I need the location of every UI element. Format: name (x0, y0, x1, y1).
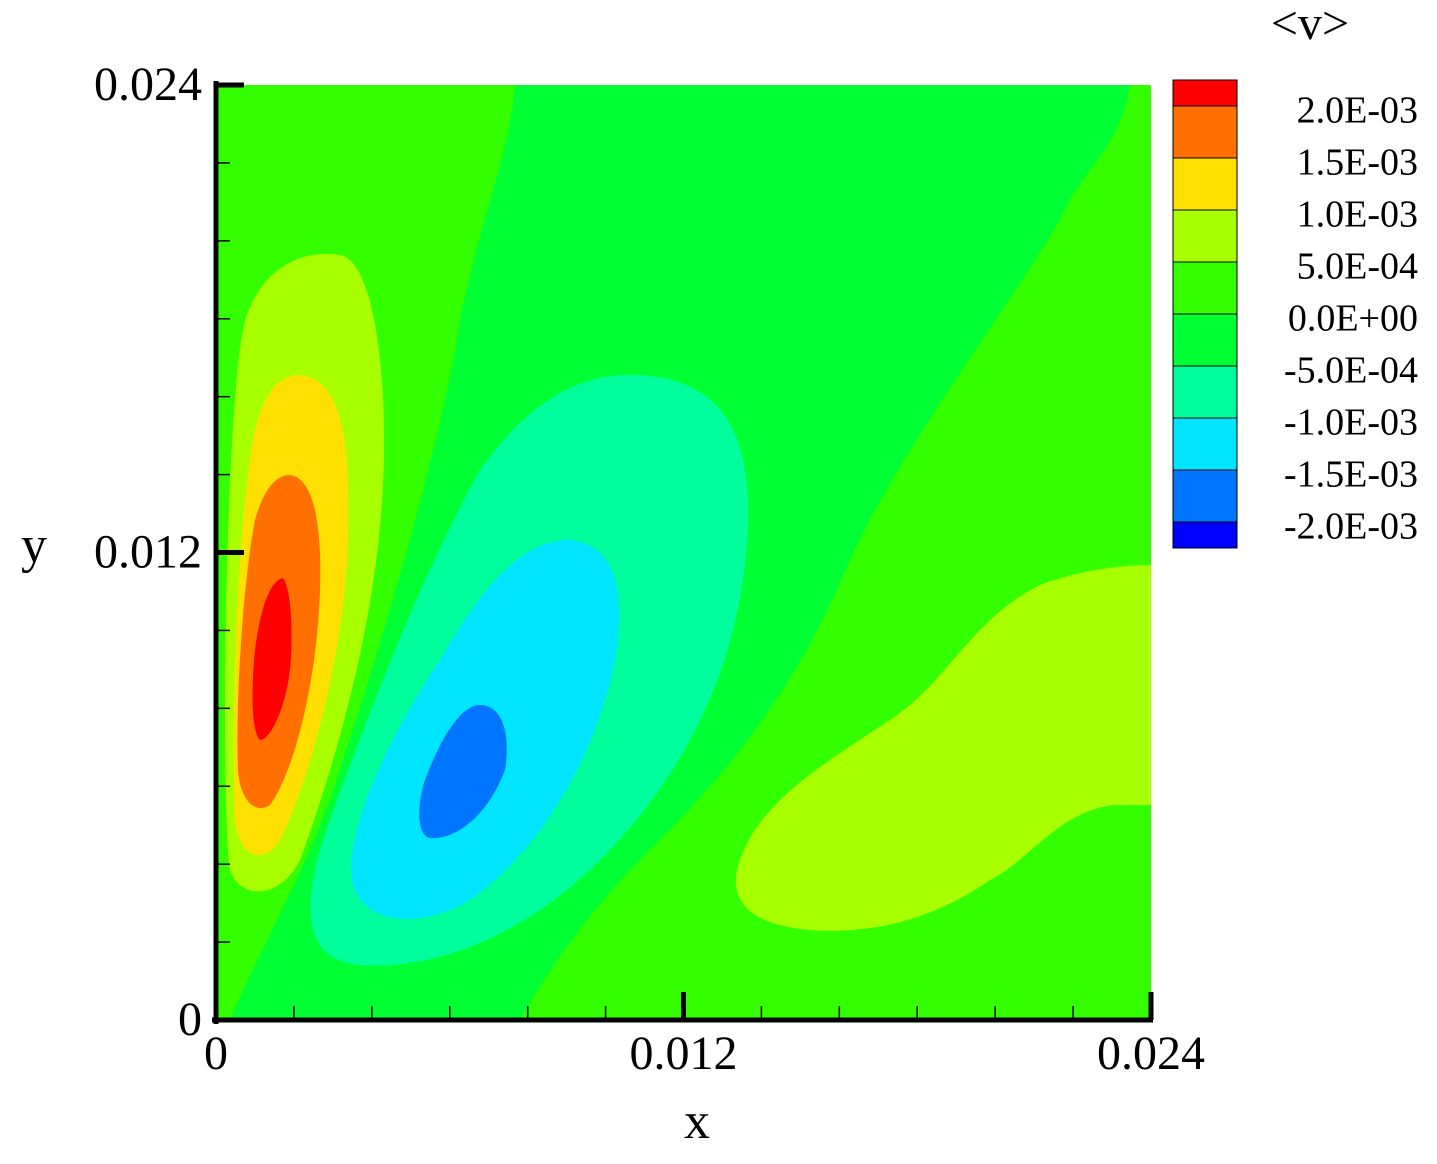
legend-label: 0.0E+00 (1288, 298, 1418, 340)
x-axis-label: x (684, 1093, 710, 1150)
x-tick-label: 0.024 (1097, 1027, 1205, 1080)
legend-swatch (1173, 262, 1237, 314)
contour-region (419, 705, 507, 839)
legend-title: <v> (1271, 0, 1349, 50)
legend-swatch (1173, 106, 1237, 158)
legend-swatch (1173, 80, 1237, 106)
x-tick-label: 0.012 (630, 1027, 738, 1080)
legend-swatch (1173, 418, 1237, 470)
legend-label: 5.0E-04 (1297, 246, 1418, 288)
contour-region (735, 565, 1151, 931)
contour-region (252, 578, 292, 740)
legend-swatch (1173, 366, 1237, 418)
x-tick-label: 0 (204, 1027, 228, 1080)
legend-swatch (1173, 522, 1237, 548)
legend-swatch (1173, 314, 1237, 366)
legend-swatch (1173, 158, 1237, 210)
legend-label: 2.0E-03 (1297, 90, 1418, 132)
legend-frame (1172, 79, 1238, 549)
y-tick-label: 0.012 (94, 526, 202, 579)
y-axis-label: y (21, 517, 47, 574)
y-tick-label: 0.024 (94, 58, 202, 111)
legend-label: -1.5E-03 (1284, 454, 1418, 496)
legend-label: 1.5E-03 (1297, 142, 1418, 184)
legend-label: -5.0E-04 (1284, 350, 1418, 392)
legend-swatch (1173, 210, 1237, 262)
legend-swatch (1173, 470, 1237, 522)
y-tick-label: 0 (178, 993, 202, 1046)
contour-field (216, 85, 1151, 1020)
legend-label: -2.0E-03 (1284, 506, 1418, 548)
legend-label: 1.0E-03 (1297, 194, 1418, 236)
legend-label: -1.0E-03 (1284, 402, 1418, 444)
